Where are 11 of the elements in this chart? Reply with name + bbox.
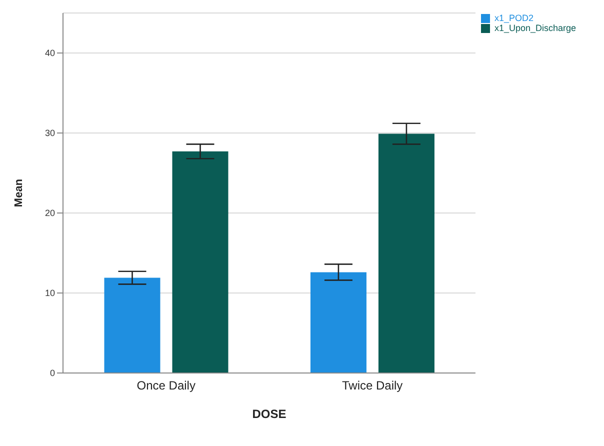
legend-label: x1_POD2 xyxy=(494,13,534,23)
x-axis-title: DOSE xyxy=(252,407,286,421)
y-tick-label: 40 xyxy=(44,48,55,58)
x-tick-label: Once Daily xyxy=(136,378,196,393)
y-axis-title: Mean xyxy=(12,178,25,208)
y-tick-label: 20 xyxy=(44,208,55,218)
y-tick-label: 10 xyxy=(44,288,55,298)
y-tick-label: 30 xyxy=(44,128,55,138)
y-tick-label: 0 xyxy=(50,368,55,378)
legend-label: x1_Upon_Discharge xyxy=(494,23,576,34)
x-tick-label: Twice Daily xyxy=(342,378,403,393)
